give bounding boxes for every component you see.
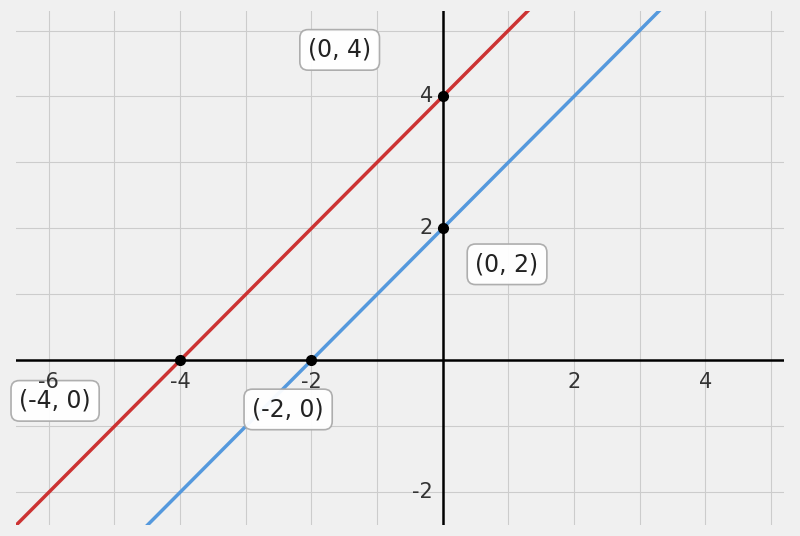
Text: 4: 4: [698, 372, 712, 392]
Text: (0, 4): (0, 4): [308, 38, 371, 62]
Text: 2: 2: [567, 372, 581, 392]
Text: -2: -2: [301, 372, 322, 392]
Text: 4: 4: [419, 86, 433, 107]
Text: -4: -4: [170, 372, 190, 392]
Text: (0, 2): (0, 2): [475, 252, 538, 276]
Text: (-2, 0): (-2, 0): [252, 397, 324, 421]
Text: (-4, 0): (-4, 0): [19, 389, 91, 413]
Text: 2: 2: [419, 218, 433, 239]
Text: -6: -6: [38, 372, 59, 392]
Text: -2: -2: [412, 482, 433, 502]
